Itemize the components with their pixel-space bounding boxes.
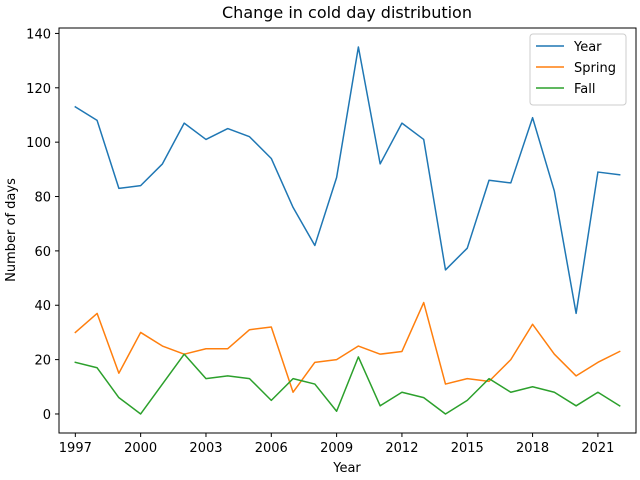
legend-label-fall: Fall [574,82,595,97]
x-tick-label: 2021 [581,441,614,456]
y-tick-label: 100 [26,136,51,151]
x-tick-label: 2006 [255,441,288,456]
y-tick-label: 0 [43,408,51,423]
x-tick-label: 2000 [124,441,157,456]
chart-title: Change in cold day distribution [222,3,472,22]
y-tick-label: 80 [34,191,51,206]
legend-label-spring: Spring [574,61,616,76]
x-tick-label: 1997 [59,441,92,456]
x-tick-label: 2015 [451,441,484,456]
y-tick-label: 20 [34,354,51,369]
x-axis: 1997 2000 2003 2006 2009 2012 2015 2018 2021 [59,433,614,456]
y-tick-label: 120 [26,82,51,97]
y-axis: 0 20 40 60 80 100 120 140 [26,27,59,423]
x-tick-label: 2003 [189,441,222,456]
legend-label-year: Year [573,40,602,55]
legend: Year Spring Fall [529,33,627,106]
x-tick-label: 2012 [385,441,418,456]
x-axis-label: Year [332,461,361,476]
series-line-spring [74,301,621,393]
plot-area [74,46,621,415]
series-line-year [74,46,621,315]
y-tick-label: 60 [34,245,51,260]
y-axis-label: Number of days [4,178,19,282]
series-line-fall [74,353,621,415]
y-tick-label: 40 [34,299,51,314]
x-tick-label: 2018 [516,441,549,456]
axes-frame [58,27,637,434]
y-tick-label: 140 [26,27,51,42]
x-tick-label: 2009 [320,441,353,456]
